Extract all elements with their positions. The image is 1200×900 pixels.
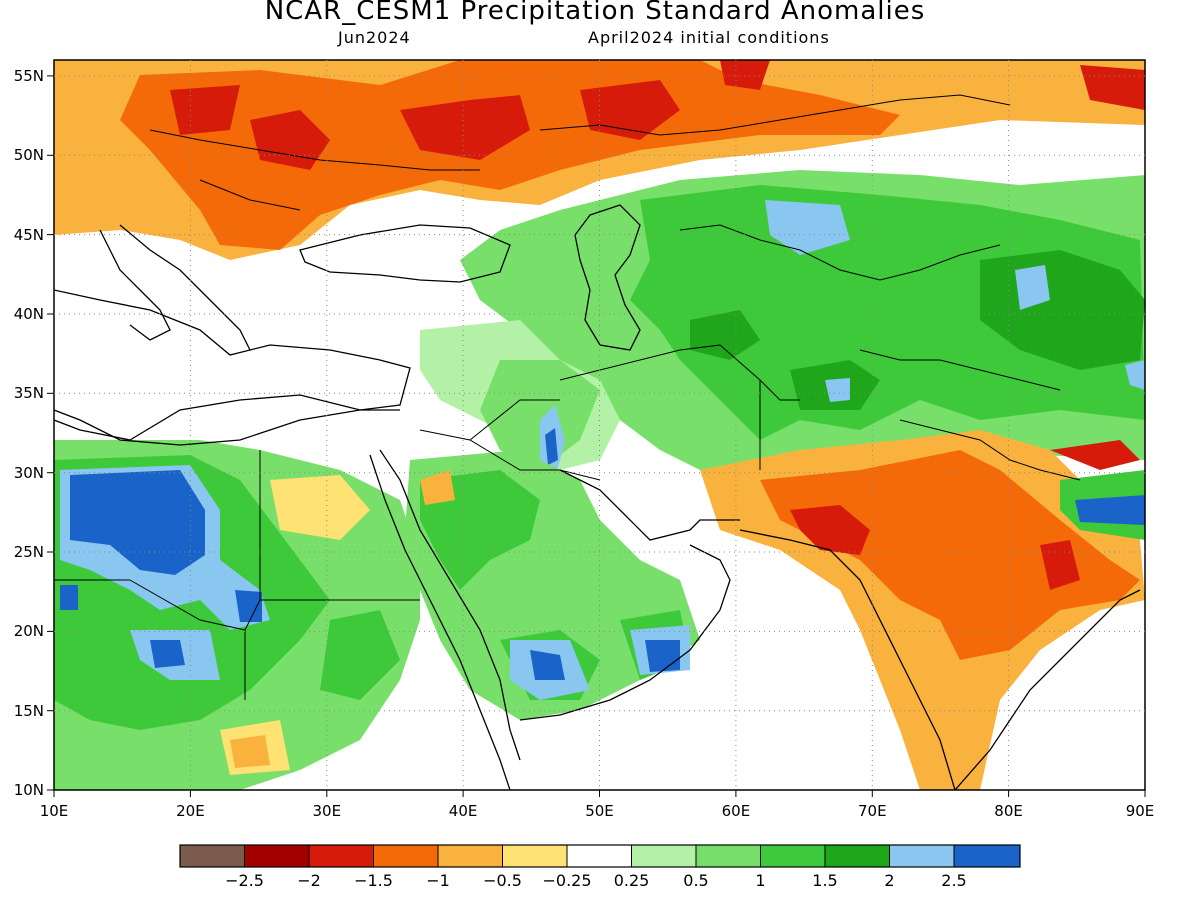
- colorbar-frame: [179, 844, 1021, 868]
- lat-label-35N: 35N: [14, 384, 44, 402]
- wet-core-mesopotamia: [545, 428, 558, 465]
- wet-core-arabia: [530, 640, 680, 680]
- africa-north-coast: [54, 409, 400, 446]
- colorbar-swatch-1: [244, 845, 309, 867]
- colorbar-label-4: −0.5: [483, 871, 522, 890]
- valid-month-label: Jun2024: [338, 28, 411, 47]
- wet-core-africa: [60, 470, 262, 668]
- lat-label-45N: 45N: [14, 226, 44, 244]
- colorbar-swatch-7: [631, 845, 696, 867]
- lat-label-25N: 25N: [14, 543, 44, 561]
- colorbar-swatch-5: [502, 845, 567, 867]
- wet-blue-central-asia: [765, 200, 1145, 402]
- init-conditions-label: April2024 initial conditions: [588, 28, 830, 47]
- red-sea-outline-west: [369, 454, 511, 790]
- borders: [54, 94, 1081, 700]
- wet-region-arabia-strong: [420, 470, 690, 700]
- lat-label-30N: 30N: [14, 464, 44, 482]
- border-line-4: [679, 224, 1001, 281]
- red-sea-outline: [379, 449, 521, 761]
- colorbar: −2.5 −2 −1.5 −1 −0.5 −0.25 0.25 0.5 1 1.…: [179, 844, 1021, 890]
- colorbar-label-6: 0.25: [614, 871, 650, 890]
- axis-ticks: [47, 75, 1146, 797]
- colorbar-swatch-0: [180, 845, 245, 867]
- wet-blue-arabia: [510, 625, 690, 700]
- lon-label-30E: 30E: [313, 802, 342, 820]
- colorbar-swatch-10: [825, 845, 890, 867]
- lat-labels: 55N 50N 45N 40N 35N 30N 25N 20N 15N 10N: [14, 67, 44, 799]
- lon-label-10E: 10E: [40, 802, 69, 820]
- lat-label-40N: 40N: [14, 305, 44, 323]
- colorbar-swatch-9: [760, 845, 825, 867]
- wet-region-mesopotamia: [480, 360, 600, 470]
- colorbar-swatch-3: [373, 845, 438, 867]
- colorbar-swatch-12: [954, 845, 1020, 867]
- chart-title: NCAR_CESM1 Precipitation Standard Anomal…: [264, 0, 926, 26]
- black-sea-outline: [299, 224, 511, 283]
- colorbar-label-0: −2.5: [225, 871, 264, 890]
- wet-core-himalaya: [1075, 495, 1145, 525]
- colorbar-swatch-6: [567, 845, 632, 867]
- lon-label-40E: 40E: [449, 802, 478, 820]
- border-line-2: [419, 399, 601, 481]
- dry-region-india-strong: [760, 450, 1140, 660]
- dry-region-india-core: [790, 440, 1140, 590]
- mediterranean-outline: [54, 289, 411, 441]
- dry-patch-africa-orange: [230, 470, 455, 768]
- caspian-sea-outline: [574, 204, 641, 351]
- colorbar-swatch-11: [889, 845, 954, 867]
- colorbar-swatch-2: [309, 845, 374, 867]
- wet-region-central-asia-strong: [630, 185, 1145, 440]
- colorbar-label-9: 1.5: [812, 871, 837, 890]
- lat-label-55N: 55N: [14, 67, 44, 85]
- lon-label-60E: 60E: [722, 802, 751, 820]
- lon-label-80E: 80E: [994, 802, 1023, 820]
- coastlines: [54, 204, 1141, 790]
- lon-label-50E: 50E: [585, 802, 614, 820]
- lon-label-20E: 20E: [176, 802, 205, 820]
- arabia-south-coast: [519, 544, 731, 721]
- colorbar-label-5: −0.25: [542, 871, 591, 890]
- lat-label-20N: 20N: [14, 622, 44, 640]
- colorbar-label-3: −1: [426, 871, 450, 890]
- india-west-coast: [739, 529, 956, 790]
- lat-label-15N: 15N: [14, 702, 44, 720]
- balkan-coast: [119, 224, 251, 351]
- colorbar-swatch-8: [696, 845, 761, 867]
- italy-outline: [99, 229, 171, 341]
- lat-label-50N: 50N: [14, 146, 44, 164]
- colorbar-label-11: 2.5: [941, 871, 966, 890]
- lat-label-10N: 10N: [14, 781, 44, 799]
- border-line-1: [54, 450, 420, 700]
- colorbar-label-1: −2: [297, 871, 321, 890]
- lon-label-70E: 70E: [858, 802, 887, 820]
- colorbar-label-7: 0.5: [683, 871, 708, 890]
- lon-label-90E: 90E: [1126, 802, 1155, 820]
- colorbar-label-8: 1: [755, 871, 765, 890]
- border-line-6: [149, 129, 480, 211]
- gridlines: [54, 60, 1145, 790]
- colorbar-label-2: −1.5: [354, 871, 393, 890]
- border-line-7: [539, 94, 1011, 136]
- border-line-3: [559, 344, 800, 470]
- colorbar-label-10: 2: [884, 871, 894, 890]
- border-line-5: [859, 349, 1081, 481]
- india-east-coast: [954, 589, 1141, 790]
- lon-labels: 10E 20E 30E 40E 50E 60E 70E 80E 90E: [40, 802, 1155, 820]
- colorbar-swatch-4: [438, 845, 503, 867]
- dry-region-north-core: [170, 60, 1145, 170]
